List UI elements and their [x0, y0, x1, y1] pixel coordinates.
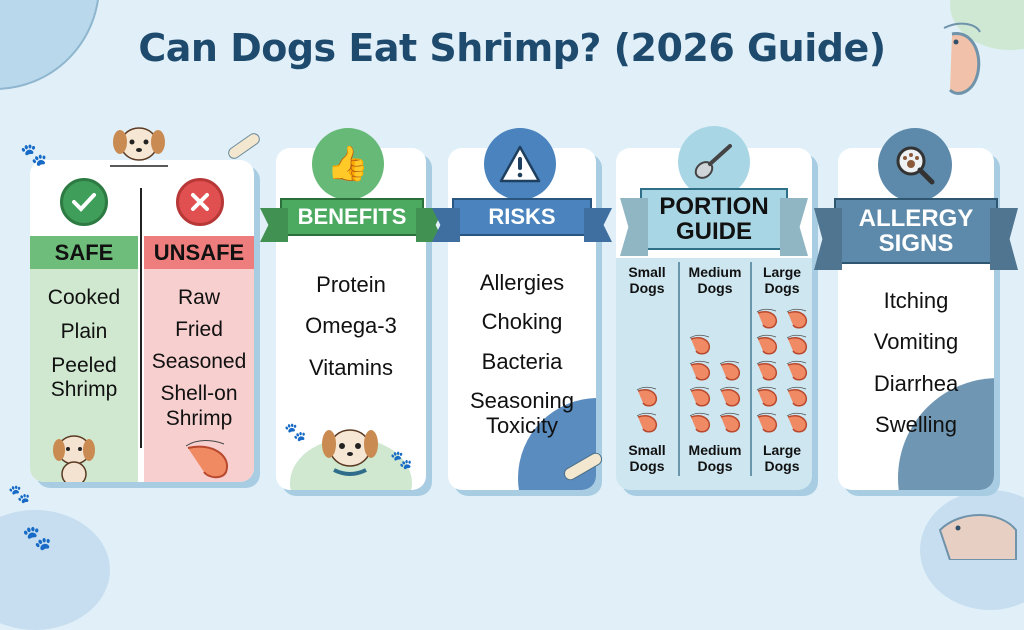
allergy-label-1: ALLERGY [858, 204, 974, 232]
safe-item: Plain [60, 320, 108, 344]
paw-icon: 🐾 [22, 525, 52, 552]
allergy-ribbon: ALLERGY SIGNS [834, 198, 998, 264]
allergy-item: Vomiting [873, 329, 959, 355]
portion-divider [750, 262, 752, 476]
shrimp-icon [632, 410, 662, 436]
benefit-item: Vitamins [309, 354, 393, 380]
shrimp-icon [715, 410, 745, 436]
shrimp-icon [685, 384, 715, 410]
size-label: Dogs [629, 458, 665, 475]
allergy-item: Diarrhea [873, 370, 959, 396]
shrimp-stack [752, 306, 812, 436]
safe-list: Cooked Plain Peeled Shrimp [30, 286, 138, 403]
size-label: Small [628, 442, 666, 458]
risk-item: Bacteria [481, 348, 563, 374]
portion-column-header: Medium Dogs [680, 264, 750, 296]
page-title: Can Dogs Eat Shrimp? (2026 Guide) [138, 26, 886, 70]
portion-column-footer: Medium Dogs [680, 442, 750, 474]
shrimp-icon [752, 306, 782, 332]
paw-icon: 🐾 [8, 484, 31, 504]
portion-column-header: Small Dogs [616, 264, 678, 296]
x-icon [176, 178, 224, 226]
shrimp-icon [685, 358, 715, 384]
shrimp-icon [782, 358, 812, 384]
unsafe-label: UNSAFE [144, 236, 254, 269]
portion-column-footer: Small Dogs [616, 442, 678, 474]
size-label: Large [762, 264, 802, 280]
risk-item: Seasoning Toxicity [470, 387, 574, 439]
shrimp-icon [782, 306, 812, 332]
unsafe-list: Raw Fried Seasoned Shell-on Shrimp [144, 286, 254, 431]
risk-item: Allergies [479, 270, 565, 295]
benefit-item: Protein [316, 272, 386, 297]
shrimp-icon [752, 358, 782, 384]
risk-item: Choking [481, 309, 563, 335]
allergy-item: Swelling [875, 411, 957, 437]
allergy-item: Itching [883, 288, 949, 313]
bg-blob [0, 510, 110, 630]
magnifier-paw-icon [878, 128, 952, 202]
shrimp-icon [782, 410, 812, 436]
portion-column-footer: Large Dogs [752, 442, 812, 474]
thumbs-up-icon: 👍 [312, 128, 384, 200]
safe-item: Cooked [47, 286, 121, 309]
dog-icon [322, 429, 378, 476]
paw-icon: 🐾 [284, 422, 307, 442]
benefits-ribbon: BENEFITS [280, 198, 424, 236]
size-label: Medium [688, 264, 742, 280]
size-label: Dogs [629, 280, 665, 297]
portion-label-1: PORTION [659, 192, 769, 220]
unsafe-item: Shell-on Shrimp [160, 382, 238, 430]
spoon-icon [678, 126, 750, 198]
shrimp-icon [685, 332, 715, 358]
shrimp-icon [782, 332, 812, 358]
shrimp-icon [632, 384, 662, 410]
dog-icon [53, 435, 95, 482]
shrimp-icon [752, 384, 782, 410]
shrimp-icon [938, 514, 1017, 560]
unsafe-item: Raw [177, 286, 220, 309]
size-label: Small [628, 264, 666, 280]
shrimp-icon [782, 384, 812, 410]
check-icon [60, 178, 108, 226]
allergy-list: Itching Vomiting Diarrhea Swelling [838, 288, 994, 449]
size-label: Dogs [764, 280, 800, 297]
size-label: Dogs [697, 458, 733, 475]
shrimp-icon [185, 440, 229, 479]
unsafe-item: Seasoned [151, 350, 247, 374]
paw-icon: 🐾 [20, 142, 48, 167]
safe-item: Peeled Shrimp [50, 354, 118, 402]
risks-ribbon: RISKS [452, 198, 592, 236]
portion-label-2: GUIDE [675, 218, 752, 245]
portion-ribbon: PORTION GUIDE [640, 188, 788, 250]
bone-icon [225, 130, 263, 162]
unsafe-item: Fried [175, 318, 223, 342]
shrimp-stack [632, 384, 662, 436]
risks-list: Allergies Choking Bacteria Seasoning Tox… [448, 270, 596, 438]
size-label: Medium [688, 442, 742, 458]
shrimp-icon [752, 332, 782, 358]
dog-icon [110, 127, 168, 167]
divider [140, 188, 142, 448]
size-label: Large [762, 442, 802, 458]
portion-divider [678, 262, 680, 476]
benefits-list: Protein Omega-3 Vitamins [276, 272, 426, 392]
shrimp-icon [715, 358, 745, 384]
shrimp-icon [943, 22, 981, 95]
shrimp-icon [715, 384, 745, 410]
size-label: Dogs [697, 280, 733, 297]
portion-column-header: Large Dogs [752, 264, 812, 296]
paw-icon: 🐾 [390, 450, 413, 470]
size-label: Dogs [764, 458, 800, 475]
allergy-label-2: SIGNS [878, 230, 954, 257]
warning-icon [484, 128, 556, 200]
shrimp-icon [685, 410, 715, 436]
benefit-item: Omega-3 [305, 313, 397, 339]
safe-label: SAFE [30, 236, 138, 269]
shrimp-stack [685, 332, 745, 436]
shrimp-icon [752, 410, 782, 436]
